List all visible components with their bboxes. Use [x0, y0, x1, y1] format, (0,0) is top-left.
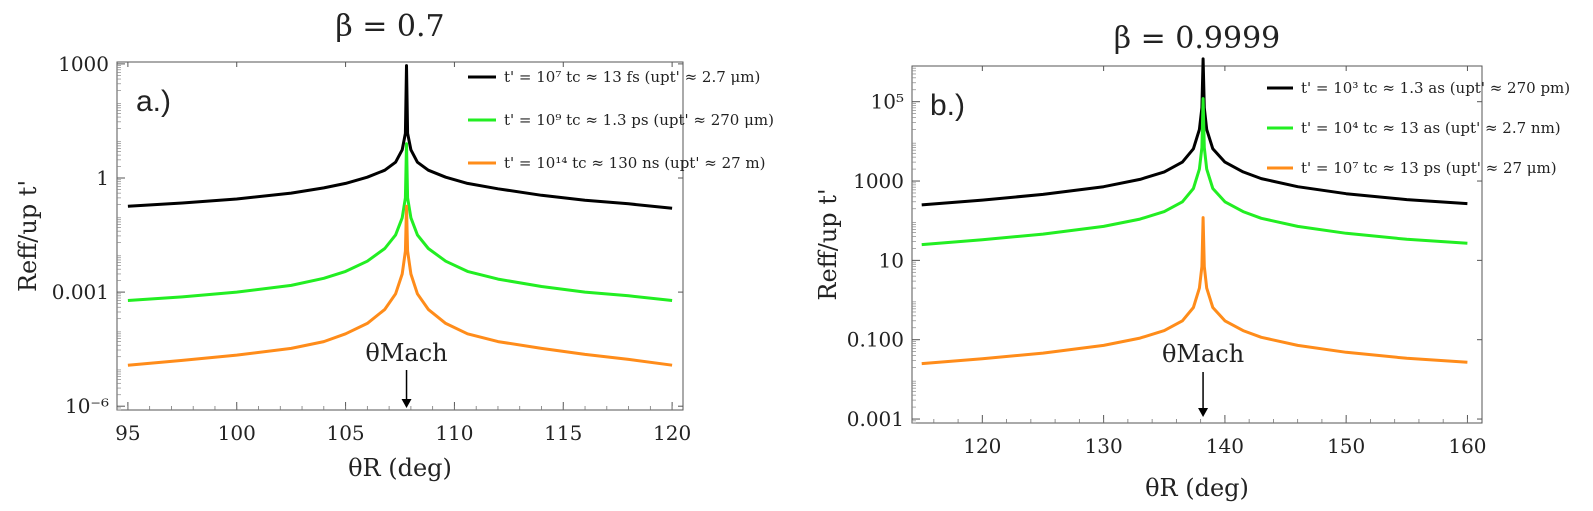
chart-title: β = 0.9999: [1114, 21, 1281, 56]
series-line-3: [921, 216, 1468, 366]
mach-arrow-head: [401, 399, 412, 408]
y-tick-label: 0.100: [847, 328, 904, 352]
legend-label: t' = 10⁷ tc ≈ 13 fs (upt' ≈ 2.7 μm): [504, 68, 760, 86]
plot-frame: [911, 65, 1483, 424]
y-tick-label: 0.001: [52, 280, 109, 304]
legend-label: t' = 10⁷ tc ≈ 13 ps (upt' ≈ 27 μm): [1301, 159, 1557, 177]
legend-label: t' = 10³ tc ≈ 1.3 as (upt' ≈ 270 pm): [1301, 79, 1570, 97]
x-tick-label: 120: [963, 434, 1001, 458]
series-line-3: [127, 204, 673, 367]
chart-panel-b: 120 130 140 150 160 10⁵ 1000 10 0.100 0.001 t' = 1…: [814, 21, 1570, 502]
x-tick-label: 105: [326, 421, 364, 445]
y-axis-title: Reff/up t': [814, 188, 842, 300]
y-tick-label: 10⁻⁶: [65, 394, 109, 418]
chart-title: β = 0.7: [335, 9, 444, 44]
x-tick-label: 130: [1085, 434, 1123, 458]
x-tick-label: 100: [218, 421, 256, 445]
x-tick-label: 160: [1448, 434, 1486, 458]
panel-label: b.): [930, 89, 965, 122]
y-tick-label: 1: [96, 166, 109, 190]
y-tick-label: 1000: [58, 52, 109, 76]
y-tick-label: 10⁵: [871, 90, 904, 114]
series-line-1: [921, 57, 1468, 207]
x-axis-title: θR (deg): [1145, 474, 1249, 502]
legend-label: t' = 10¹⁴ tc ≈ 130 ns (upt' ≈ 27 m): [504, 154, 766, 172]
x-tick-label: 95: [115, 421, 140, 445]
legend-label: t' = 10⁴ tc ≈ 13 as (upt' ≈ 2.7 nm): [1301, 119, 1561, 137]
mach-label: θMach: [1162, 340, 1244, 368]
y-tick-label: 10: [879, 248, 904, 272]
series-line-2: [921, 97, 1468, 247]
x-axis-title: θR (deg): [348, 454, 452, 482]
y-tick-label: 1000: [853, 169, 904, 193]
series-line-1: [127, 64, 673, 210]
chart-panel-a: 95 100 105 110 115 120 1000 1 0.001 10⁻⁶ t' = 10⁷ …: [14, 9, 774, 482]
y-axis-title: Reff/up t': [14, 180, 42, 292]
x-tick-label: 150: [1327, 434, 1365, 458]
x-tick-label: 140: [1206, 434, 1244, 458]
x-tick-label: 115: [544, 421, 582, 445]
mach-arrow-head: [1198, 408, 1209, 417]
x-tick-label: 120: [653, 421, 691, 445]
legend-label: t' = 10⁹ tc ≈ 1.3 ps (upt' ≈ 270 μm): [504, 111, 774, 129]
series-line-2: [127, 142, 673, 302]
x-tick-label: 110: [435, 421, 473, 445]
y-tick-label: 0.001: [847, 407, 904, 431]
mach-label: θMach: [365, 339, 447, 367]
panel-label: a.): [136, 85, 171, 118]
